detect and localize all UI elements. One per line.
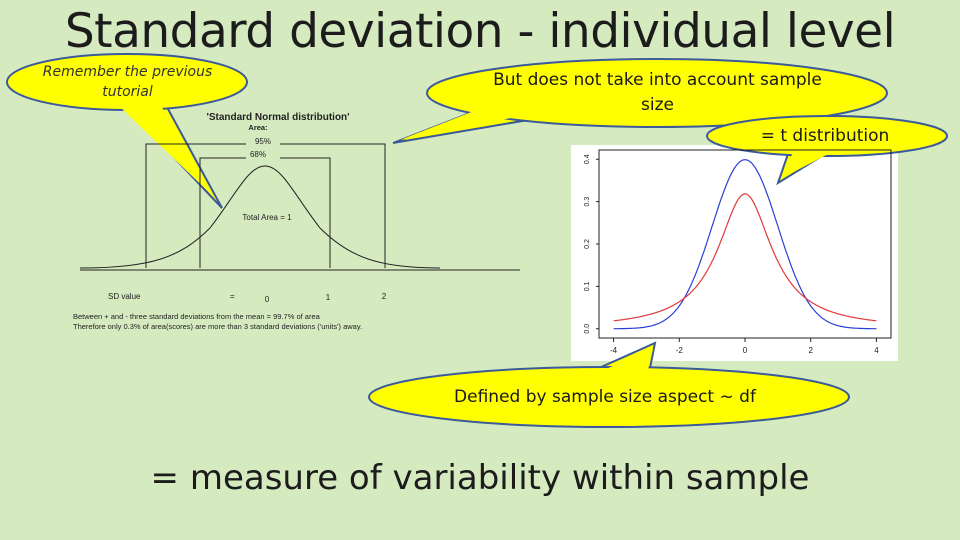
y-tick-label: 0.1 <box>584 281 591 291</box>
bracket-68-right <box>280 157 331 268</box>
y-tick-label: 0.3 <box>584 197 591 207</box>
bracket-95-left <box>145 143 246 268</box>
normal-density-curve <box>613 159 877 330</box>
t-distribution-callout: = t distribution <box>760 125 890 146</box>
x-tick-label: -4 <box>610 346 618 355</box>
defined-callout-shape <box>368 341 850 428</box>
pct-68-label: 68% <box>250 150 266 159</box>
defined-by-callout: Defined by sample size aspect ~ df <box>454 386 756 407</box>
y-tick-label: 0.2 <box>584 239 591 249</box>
sd-value-label: SD value <box>108 292 141 301</box>
remember-callout: Remember the previous tutorial <box>42 63 213 100</box>
t-density-curve <box>613 193 877 322</box>
sd-eq-sign: = <box>230 292 235 301</box>
x-tick-label: 0 <box>743 346 748 355</box>
bottom-statement: = measure of variability within sample <box>150 458 810 498</box>
x-tick-label: 4 <box>874 346 879 355</box>
x-tick-label: 2 <box>808 346 813 355</box>
sample-size-callout: But does not take into account sample si… <box>493 70 822 115</box>
pct-95-label: 95% <box>255 137 271 146</box>
t-distribution-plot: 0.0 0.1 0.2 0.3 0.4 -4 -2 0 2 4 <box>584 149 892 355</box>
area-label: Area: <box>248 123 267 132</box>
total-area-label: Total Area = 1 <box>242 213 292 222</box>
bracket-95-right <box>280 143 386 268</box>
t-y-ticks: 0.0 0.1 0.2 0.3 0.4 <box>584 154 599 334</box>
sd-tick-2: 2 <box>382 292 387 301</box>
remember-callout-shape <box>6 53 248 209</box>
y-tick-label: 0.4 <box>584 154 591 164</box>
slide-title: Standard deviation - individual level <box>64 4 896 59</box>
t-plot-background <box>571 145 898 361</box>
sd-tick-0: 0 <box>265 295 270 304</box>
note-line-2: Therefore only 0.3% of area(scores) are … <box>73 322 362 331</box>
bell-curve <box>79 165 441 269</box>
bracket-68-left <box>199 157 246 268</box>
normal-figure-title: 'Standard Normal distribution' <box>206 112 349 123</box>
t-plot-frame <box>598 149 892 339</box>
note-line-1: Between + and - three standard deviation… <box>73 312 321 321</box>
normal-distribution-figure: 'Standard Normal distribution' Area: 95%… <box>73 112 520 331</box>
t-callout-shape <box>706 115 948 186</box>
x-tick-label: -2 <box>676 346 684 355</box>
y-tick-label: 0.0 <box>584 324 591 334</box>
sample-size-callout-shape <box>392 58 888 144</box>
t-x-ticks: -4 -2 0 2 4 <box>610 338 879 355</box>
sd-tick-1: 1 <box>326 293 331 302</box>
